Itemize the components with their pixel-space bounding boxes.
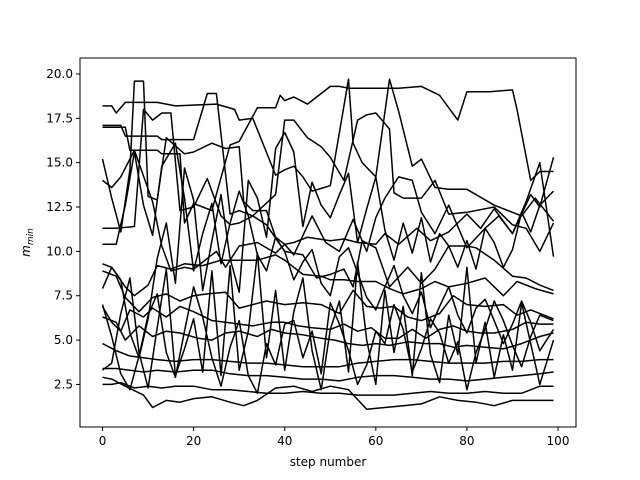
y-axis-label-main: m <box>19 245 33 257</box>
series-line-8 <box>102 270 554 322</box>
series-layer <box>101 78 555 411</box>
series-line-16 <box>101 131 555 359</box>
series-line-12 <box>102 367 554 382</box>
series-line-11 <box>102 342 554 368</box>
x-tick-label: 0 <box>99 434 107 448</box>
series-line-17 <box>101 286 554 395</box>
x-tick-label: 100 <box>547 434 570 448</box>
y-tick-label: 7.5 <box>54 289 73 303</box>
series-line-2 <box>102 92 555 253</box>
y-tick-label: 10.0 <box>46 244 73 258</box>
x-tick-label: 80 <box>459 434 474 448</box>
y-tick-label: 12.5 <box>46 200 73 214</box>
series-line-13 <box>102 381 554 396</box>
y-tick-label: 20.0 <box>46 67 73 81</box>
series-line-6 <box>102 108 554 292</box>
series-line-1 <box>102 78 555 222</box>
y-tick-label: 15.0 <box>46 156 73 170</box>
series-line-5 <box>102 149 555 272</box>
x-tick-label: 20 <box>186 434 201 448</box>
x-tick-label: 40 <box>277 434 292 448</box>
y-tick-label: 2.5 <box>54 377 73 391</box>
series-line-14 <box>102 376 554 411</box>
plot-frame <box>79 57 577 428</box>
series-line-10 <box>102 316 554 350</box>
series-line-7 <box>102 254 554 297</box>
y-axis-label: mmin <box>19 228 36 257</box>
ticks-layer: 0 20 40 60 80 100 2.5 5.0 7.5 10.0 12.5 15.0 17.5 20.… <box>46 67 569 448</box>
x-tick-label: 60 <box>368 434 383 448</box>
series-line-3 <box>102 85 554 224</box>
y-tick-label: 5.0 <box>54 333 73 347</box>
x-axis-label: step number <box>290 455 367 469</box>
y-tick-label: 17.5 <box>46 111 73 125</box>
series-line-18 <box>102 142 555 352</box>
y-axis-label-subscript: min <box>26 228 36 245</box>
